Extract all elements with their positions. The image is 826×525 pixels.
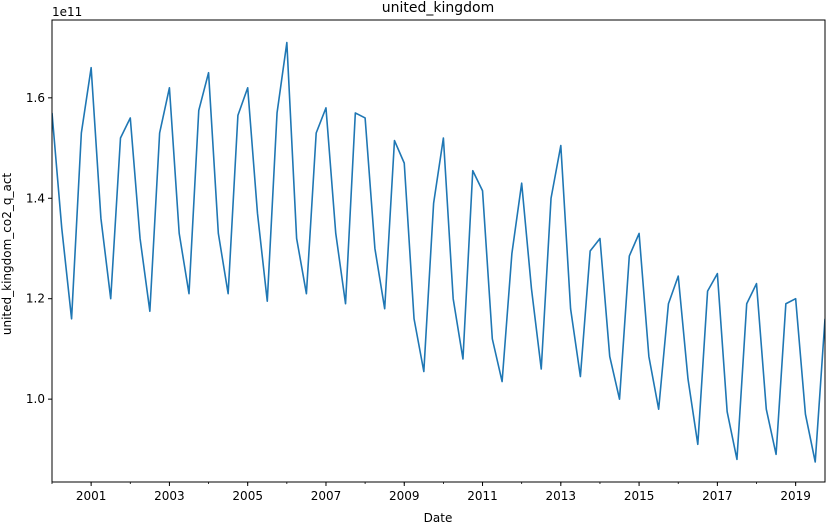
x-tick-label: 2011: [467, 489, 498, 503]
y-tick-label: 1.0: [26, 392, 45, 406]
plot-area: 1.0 1.2 1.4 1.6 2001 2003 2005 2007 2009 2011 2013…: [26, 19, 826, 503]
y-tick-label: 1.4: [26, 191, 45, 205]
axes-frame: [51, 19, 826, 483]
x-tick-label: 2015: [624, 489, 655, 503]
x-tick-label: 2013: [546, 489, 577, 503]
y-offset-label: 1e11: [52, 5, 82, 19]
x-axis-label: Date: [424, 511, 453, 525]
y-tick-label: 1.6: [26, 91, 45, 105]
series-line-0: [52, 41, 825, 463]
x-tick-label: 2005: [232, 489, 263, 503]
x-tick-label: 2017: [702, 489, 733, 503]
x-tick-label: 2001: [76, 489, 107, 503]
x-tick-label: 2007: [311, 489, 342, 503]
y-tick-label: 1.2: [26, 292, 45, 306]
x-tick-label: 2019: [780, 489, 811, 503]
x-tick-label: 2009: [389, 489, 420, 503]
y-axis-label: united_kingdom_co2_q_act: [0, 173, 14, 336]
x-tick-label: 2003: [154, 489, 185, 503]
chart-title: united_kingdom: [382, 0, 494, 16]
